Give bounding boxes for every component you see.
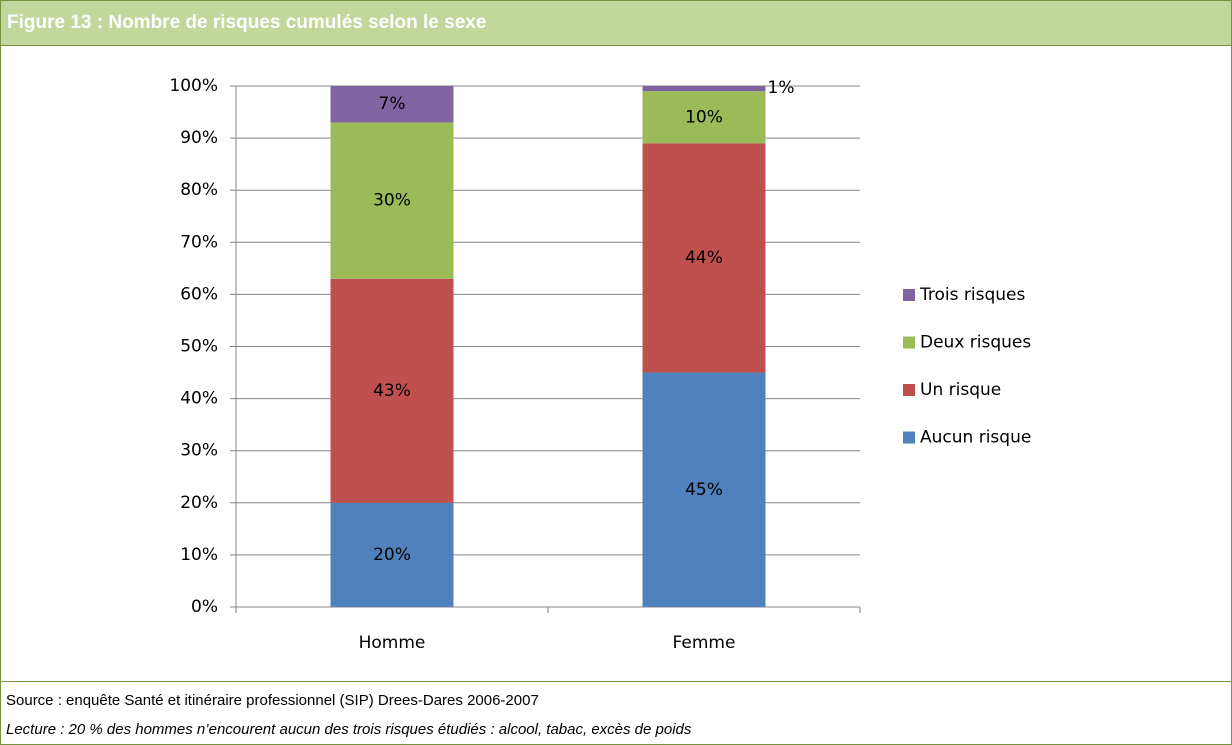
bar-segment [330,502,454,607]
y-tick-label: 0% [191,597,218,617]
legend-label: Aucun risque [920,428,1031,448]
y-tick-label: 80% [180,180,218,200]
y-tick-label: 50% [180,337,218,357]
data-label: 43% [373,381,411,401]
y-tick-label: 90% [180,128,218,148]
bar-segment [330,122,454,279]
legend-swatch [903,336,915,349]
bar-segment [642,143,766,373]
data-label: 1% [768,78,795,98]
y-tick-label: 70% [180,232,218,252]
legend-label: Trois risques [919,285,1025,305]
x-tick-label: Femme [673,633,736,653]
figure-title: Figure 13 : Nombre de risques cumulés se… [7,12,487,33]
y-tick-label: 10% [180,545,218,565]
data-label: 7% [379,94,406,114]
y-tick-label: 40% [180,389,218,409]
legend-swatch [903,289,915,301]
y-tick-label: 20% [180,493,218,513]
data-label: 20% [373,545,411,565]
figure-footer: Source : enquête Santé et itinéraire pro… [1,681,1231,738]
legend-swatch [903,384,915,396]
legend-label: Un risque [920,380,1001,400]
data-label: 30% [373,191,411,211]
bar-segment [642,91,766,144]
figure-header: Figure 13 : Nombre de risques cumulés se… [1,1,1231,46]
legend-swatch [903,431,915,444]
y-tick-label: 60% [180,284,218,304]
data-label: 44% [685,248,723,268]
y-tick-label: 100% [169,76,218,96]
bar-segment [642,86,766,92]
y-tick-label: 30% [180,441,218,461]
bar-segment [642,372,766,607]
bar-segment [330,278,454,503]
bar-segment [330,86,454,123]
source-text: Source : enquête Santé et itinéraire pro… [6,692,539,709]
data-label: 10% [685,107,723,127]
x-tick-label: Homme [359,633,426,653]
reading-note: Lecture : 20 % des hommes n’encourent au… [6,721,692,738]
chart: 0% 10% 20% 30% 40% 50% 60% 70% 80% 90% 100% Homme 20… [169,76,1031,653]
legend-label: Deux risques [920,333,1031,353]
data-label: 45% [685,480,723,500]
